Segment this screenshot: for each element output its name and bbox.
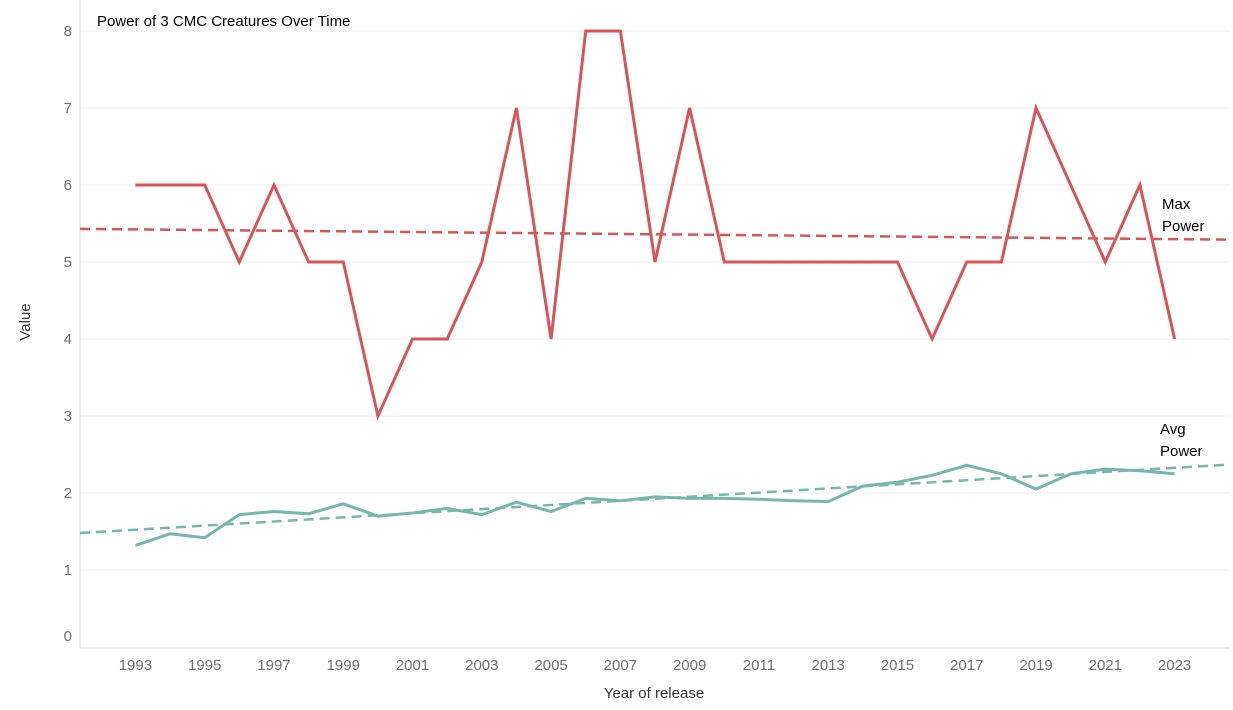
x-tick-label: 2019: [1019, 657, 1052, 674]
x-tick-label: 2017: [950, 657, 983, 674]
x-tick-label: 1999: [327, 657, 360, 674]
x-tick-label: 2023: [1158, 657, 1191, 674]
trend-line-1: [79, 463, 1231, 535]
y-tick-label: 0: [64, 628, 72, 645]
series-lines: [134, 29, 1177, 547]
x-tick-labels: 1993 1995 1997 1999 2001 2003 2005 2007 2009 2011…: [119, 657, 1192, 674]
y-tick-label: 5: [64, 254, 72, 271]
series-label-0-line1: Max: [1162, 196, 1191, 213]
series-labels: Max Power Avg Power: [1160, 196, 1205, 460]
y-tick-label: 8: [64, 23, 72, 40]
grid-layer: [80, 30, 1230, 571]
y-tick-label: 2: [64, 485, 72, 502]
series-label-0-line2: Power: [1162, 218, 1205, 235]
y-tick-label: 1: [64, 562, 72, 579]
y-axis-title: Value: [17, 303, 34, 340]
trend-lines: [79, 227, 1231, 535]
series-label-1-line1: Avg: [1160, 421, 1186, 438]
y-tick-label: 4: [64, 331, 72, 348]
series-label-1-line2: Power: [1160, 443, 1203, 460]
x-tick-label: 2015: [881, 657, 914, 674]
x-tick-label: 1993: [119, 657, 152, 674]
x-tick-label: 1995: [188, 657, 221, 674]
x-tick-label: 2021: [1089, 657, 1122, 674]
x-tick-label: 2013: [812, 657, 845, 674]
axis-layer: [79, 0, 1230, 649]
y-tick-labels: 0 1 2 3 4 5 6 7 8: [64, 23, 72, 645]
x-tick-label: 2007: [604, 657, 637, 674]
y-tick-label: 6: [64, 177, 72, 194]
x-axis-title: Year of release: [604, 685, 704, 702]
x-tick-label: 1997: [257, 657, 290, 674]
x-tick-label: 2009: [673, 657, 706, 674]
series-line-1: [134, 463, 1175, 547]
series-line-0: [135, 29, 1177, 421]
x-tick-label: 2011: [743, 657, 775, 674]
y-tick-label: 3: [64, 408, 72, 425]
x-tick-label: 2005: [534, 657, 567, 674]
x-tick-label: 2003: [465, 657, 498, 674]
chart-title: Power of 3 CMC Creatures Over Time: [97, 13, 350, 30]
y-tick-label: 7: [64, 100, 72, 117]
x-tick-label: 2001: [396, 657, 429, 674]
